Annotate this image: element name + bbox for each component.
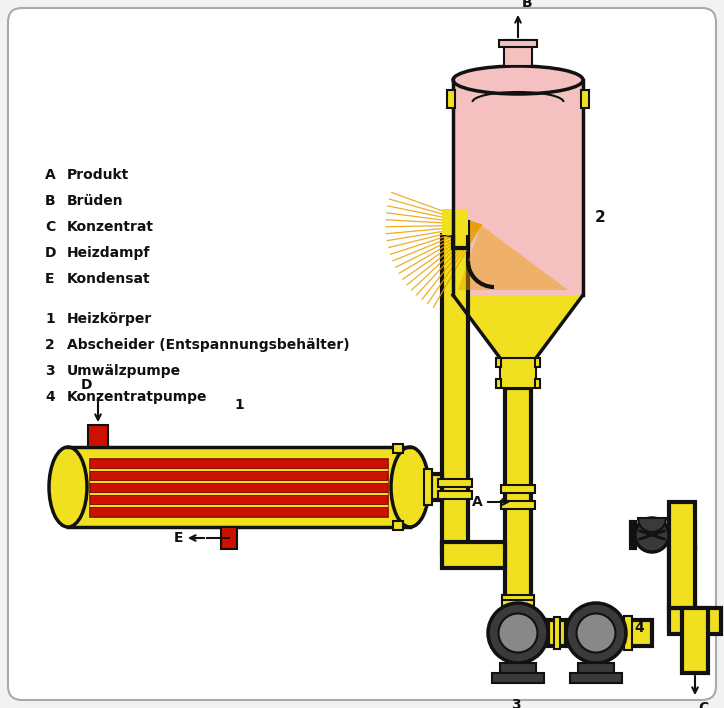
Bar [669, 548, 695, 628]
Bar [90, 471, 388, 481]
Bar [438, 491, 472, 499]
Bar [581, 90, 589, 108]
Bar [500, 663, 536, 673]
Bar [669, 608, 721, 634]
Text: A: A [45, 168, 56, 182]
Bar [90, 493, 388, 495]
Text: 2: 2 [45, 338, 55, 352]
Bar [500, 358, 536, 388]
Bar [626, 620, 652, 646]
Bar [492, 673, 544, 683]
Wedge shape [638, 518, 666, 532]
Text: 2: 2 [595, 210, 606, 224]
Bar [496, 358, 501, 367]
Text: 3: 3 [45, 364, 54, 378]
Circle shape [576, 614, 615, 653]
Bar [453, 222, 468, 248]
Bar [90, 481, 388, 483]
Bar [438, 479, 472, 487]
Bar [669, 502, 695, 608]
Bar [68, 447, 410, 527]
Bar [682, 608, 708, 673]
Text: 1: 1 [234, 398, 244, 412]
Text: Konzentratpumpe: Konzentratpumpe [67, 390, 208, 404]
Text: 4: 4 [634, 621, 644, 635]
Text: C: C [698, 701, 708, 708]
Text: 3: 3 [511, 698, 521, 708]
Ellipse shape [49, 447, 87, 527]
Circle shape [488, 603, 548, 663]
Bar [90, 483, 388, 493]
Bar [424, 469, 432, 505]
Bar [505, 388, 531, 600]
Bar [669, 522, 695, 548]
Bar [90, 469, 388, 471]
Ellipse shape [453, 66, 583, 94]
Bar [442, 209, 468, 235]
Circle shape [499, 614, 537, 653]
Text: C: C [45, 220, 55, 234]
Bar [496, 379, 501, 388]
Bar [502, 595, 534, 603]
Bar [90, 507, 388, 517]
Bar [499, 40, 537, 47]
Polygon shape [458, 225, 568, 290]
Text: A: A [472, 495, 483, 509]
Text: Kondensat: Kondensat [67, 272, 151, 286]
Bar [501, 501, 535, 509]
Ellipse shape [391, 447, 429, 527]
Text: Brüden: Brüden [67, 194, 124, 208]
Bar [535, 358, 540, 367]
Text: 1: 1 [45, 312, 55, 326]
Bar [447, 90, 455, 108]
Bar [624, 616, 632, 650]
FancyBboxPatch shape [8, 8, 716, 700]
Bar [548, 620, 566, 646]
Polygon shape [453, 295, 583, 358]
Bar [501, 485, 535, 493]
Text: E: E [174, 531, 183, 545]
Circle shape [566, 603, 626, 663]
Bar [88, 425, 108, 447]
Text: Produkt: Produkt [67, 168, 130, 182]
Text: Heizkörper: Heizkörper [67, 312, 152, 326]
Text: 4: 4 [45, 390, 55, 404]
Text: E: E [45, 272, 54, 286]
Bar [90, 505, 388, 507]
Bar [442, 542, 505, 568]
Bar [442, 235, 468, 555]
Bar [554, 617, 560, 649]
Text: Umwälzpumpe: Umwälzpumpe [67, 364, 181, 378]
Bar [453, 80, 583, 295]
Text: Abscheider (Entspannungsbehälter): Abscheider (Entspannungsbehälter) [67, 338, 350, 352]
Text: D: D [45, 246, 56, 260]
Bar [90, 495, 388, 505]
Bar [570, 673, 622, 683]
Bar [393, 444, 403, 453]
Circle shape [635, 518, 669, 552]
Text: B: B [45, 194, 56, 208]
Bar [393, 521, 403, 530]
Bar [631, 522, 635, 548]
Text: Heizdampf: Heizdampf [67, 246, 151, 260]
Text: Konzentrat: Konzentrat [67, 220, 154, 234]
Bar [504, 40, 532, 66]
Text: B: B [522, 0, 533, 10]
Bar [578, 663, 614, 673]
Bar [502, 600, 534, 608]
Bar [535, 379, 540, 388]
Bar [90, 459, 388, 469]
Text: D: D [80, 378, 92, 392]
Bar [221, 527, 237, 549]
Bar [391, 474, 442, 500]
